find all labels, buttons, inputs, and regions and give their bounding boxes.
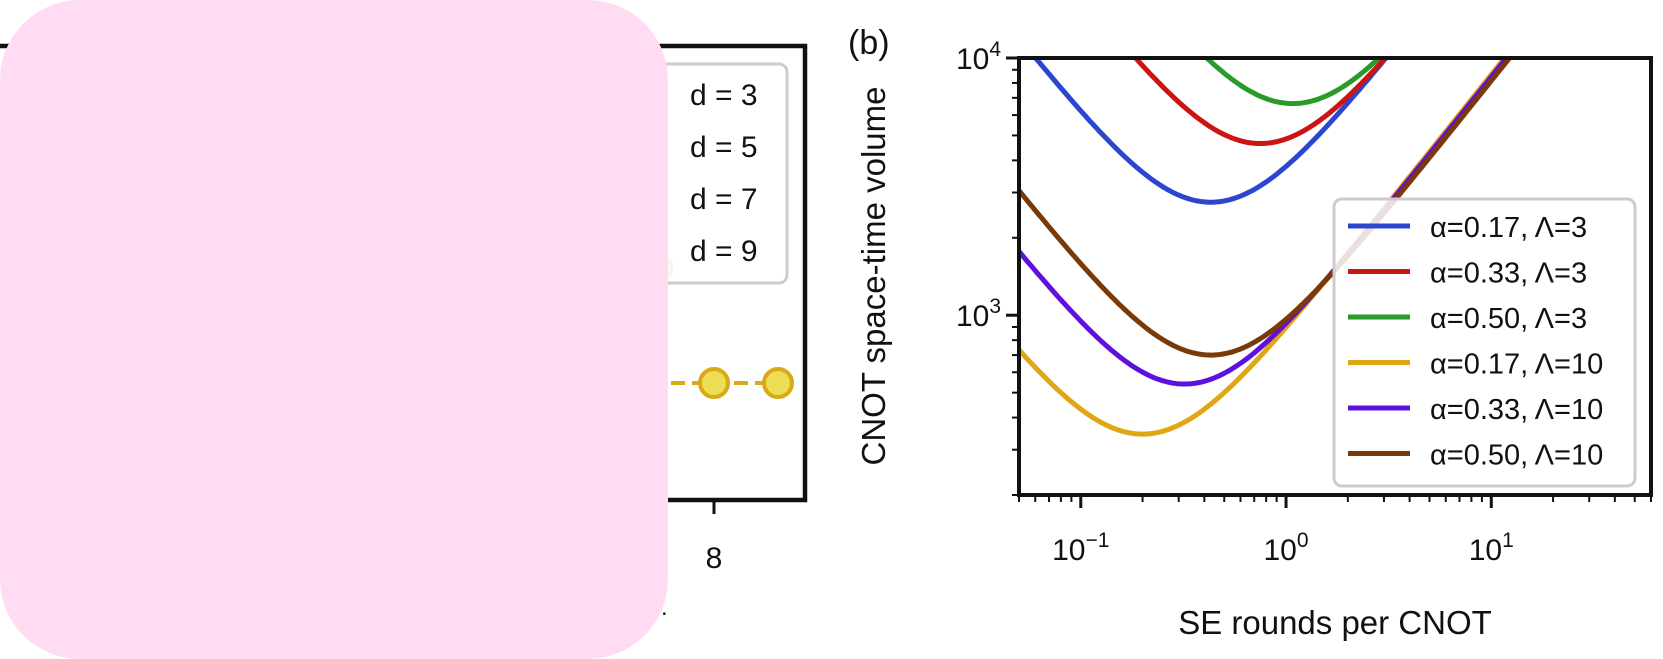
panel-a-legend-label-0: d = 3 — [690, 79, 758, 112]
x-tick-label: 101 — [1469, 529, 1514, 567]
legend-label-0: α=0.17, Λ=3 — [1430, 212, 1587, 244]
y-tick-label: 103 — [956, 295, 1001, 333]
panel-b-tick-labels: 10−1 100 101 103 104 — [956, 38, 1514, 567]
panel-b-ylabel: CNOT space-time volume — [855, 86, 892, 465]
panel-b-label: (b) — [848, 24, 890, 62]
panel-a-legend-label-2: d = 7 — [690, 183, 758, 216]
x-tick-label: 10−1 — [1052, 529, 1109, 567]
series-line-1 — [1132, 58, 1389, 146]
y-tick-label: 104 — [956, 38, 1001, 76]
panel-b-xlabel: SE rounds per CNOT — [1178, 604, 1492, 641]
panel-a-x-tick-label: 8 — [706, 542, 723, 575]
legend-label-4: α=0.33, Λ=10 — [1430, 394, 1603, 426]
legend-label-2: α=0.50, Λ=3 — [1430, 303, 1587, 335]
panel-a-marker — [762, 367, 794, 399]
legend-label-1: α=0.33, Λ=3 — [1430, 258, 1587, 290]
panel-a-legend-label-3: d = 9 — [690, 235, 758, 268]
panel-a-legend-label-1: d = 5 — [690, 131, 758, 164]
redaction-overlay — [0, 0, 668, 659]
legend-label-5: α=0.50, Λ=10 — [1430, 440, 1603, 472]
x-tick-label: 100 — [1264, 529, 1309, 567]
panel-a-marker — [698, 367, 730, 399]
panel-b-legend: α=0.17, Λ=3 α=0.33, Λ=3 α=0.50, Λ=3 α=0.17,… — [1332, 197, 1637, 488]
panel-a-x-ticks: 8 — [706, 500, 723, 575]
legend-label-3: α=0.17, Λ=10 — [1430, 349, 1603, 381]
series-line-0 — [1032, 58, 1390, 205]
panel-a-xlabel-fragment: . — [661, 594, 668, 621]
panel-b-axes-frame — [1017, 56, 1653, 497]
series-line-2 — [1203, 58, 1383, 107]
